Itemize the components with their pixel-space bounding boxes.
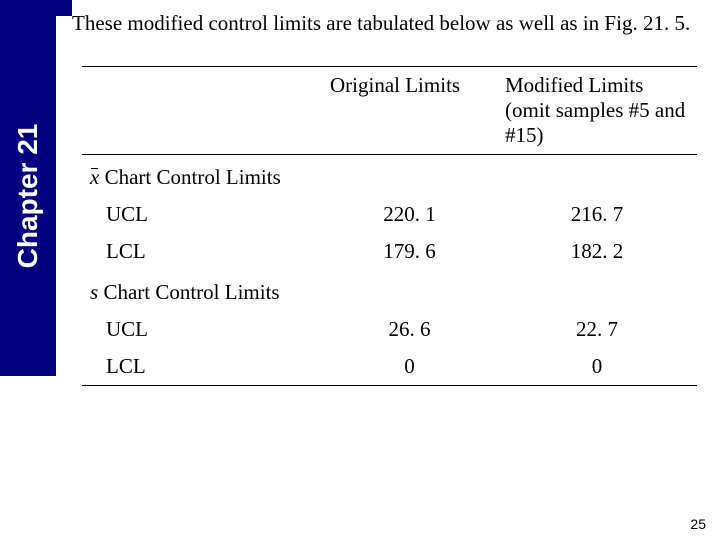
chapter-sidebar: Chapter 21 [0, 16, 56, 376]
main-content: These modified control limits are tabula… [72, 10, 712, 386]
row-mod: 182. 2 [497, 233, 697, 270]
row-label: LCL [82, 348, 322, 386]
table-row: LCL 0 0 [82, 348, 697, 386]
row-orig: 0 [322, 348, 497, 386]
row-label: UCL [82, 311, 322, 348]
s-symbol: s [90, 280, 98, 304]
table-row: UCL 220. 1 216. 7 [82, 196, 697, 233]
header-original: Original Limits [322, 67, 497, 155]
page-number: 25 [690, 516, 706, 532]
table-row: UCL 26. 6 22. 7 [82, 311, 697, 348]
table-header-row: Original Limits Modified Limits (omit sa… [82, 67, 697, 155]
row-label: LCL [82, 233, 322, 270]
table-row: LCL 179. 6 182. 2 [82, 233, 697, 270]
s-title-rest: Chart Control Limits [98, 280, 279, 304]
xbar-symbol: x [90, 167, 99, 188]
top-accent-bar [0, 0, 72, 16]
intro-text: These modified control limits are tabula… [72, 10, 712, 36]
limits-table: Original Limits Modified Limits (omit sa… [82, 66, 697, 386]
xbar-section-row: x Chart Control Limits [82, 155, 697, 197]
row-orig: 179. 6 [322, 233, 497, 270]
row-label: UCL [82, 196, 322, 233]
s-section-title: s Chart Control Limits [82, 270, 322, 311]
xbar-section-title: x Chart Control Limits [82, 155, 322, 197]
header-modified: Modified Limits (omit samples #5 and #15… [497, 67, 697, 155]
row-mod: 22. 7 [497, 311, 697, 348]
row-mod: 0 [497, 348, 697, 386]
row-orig: 26. 6 [322, 311, 497, 348]
row-mod: 216. 7 [497, 196, 697, 233]
cell-empty [322, 155, 497, 197]
cell-empty [497, 270, 697, 311]
chapter-label: Chapter 21 [12, 124, 44, 269]
xbar-title-rest: Chart Control Limits [99, 165, 280, 189]
s-section-row: s Chart Control Limits [82, 270, 697, 311]
row-orig: 220. 1 [322, 196, 497, 233]
cell-empty [322, 270, 497, 311]
cell-empty [497, 155, 697, 197]
header-empty [82, 67, 322, 155]
